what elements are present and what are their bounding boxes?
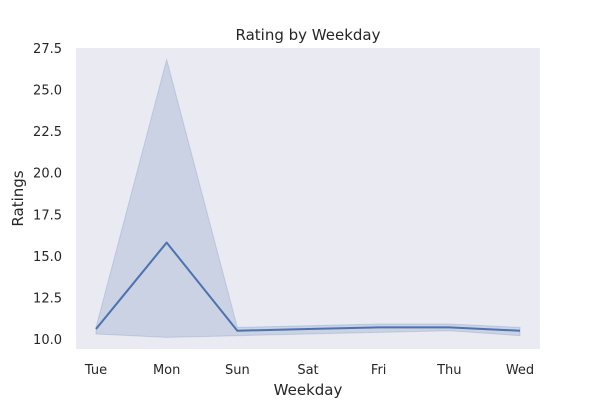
y-tick-label: 10.0 [33, 333, 62, 348]
series-line-layer [95, 241, 521, 332]
confidence-band-layer [95, 57, 521, 338]
y-axis-ticks: 10.0 12.5 15.0 17.5 20.0 22.5 25.0 27.5 [33, 42, 62, 348]
x-axis-label: Weekday [274, 381, 343, 399]
x-tick-label: Sun [225, 363, 250, 378]
x-tick-label: Fri [371, 363, 387, 378]
y-axis-label: Ratings [9, 170, 27, 226]
y-tick-label: 27.5 [33, 42, 62, 57]
series-line [95, 241, 521, 332]
x-tick-label: Mon [153, 363, 180, 378]
confidence-band [95, 57, 521, 338]
x-axis-ticks: Tue Mon Sun Sat Fri Thu Wed [84, 363, 534, 378]
x-tick-label: Tue [84, 363, 107, 378]
y-tick-label: 15.0 [33, 250, 62, 265]
y-tick-label: 17.5 [33, 208, 62, 223]
chart-title: Rating by Weekday [236, 26, 381, 44]
x-tick-label: Wed [506, 363, 534, 378]
y-tick-label: 22.5 [33, 125, 62, 140]
y-tick-label: 20.0 [33, 167, 62, 182]
x-tick-label: Thu [436, 363, 461, 378]
y-tick-label: 25.0 [33, 84, 62, 99]
x-tick-label: Sat [297, 363, 318, 378]
plot-area [76, 48, 540, 349]
y-tick-label: 12.5 [33, 291, 62, 306]
